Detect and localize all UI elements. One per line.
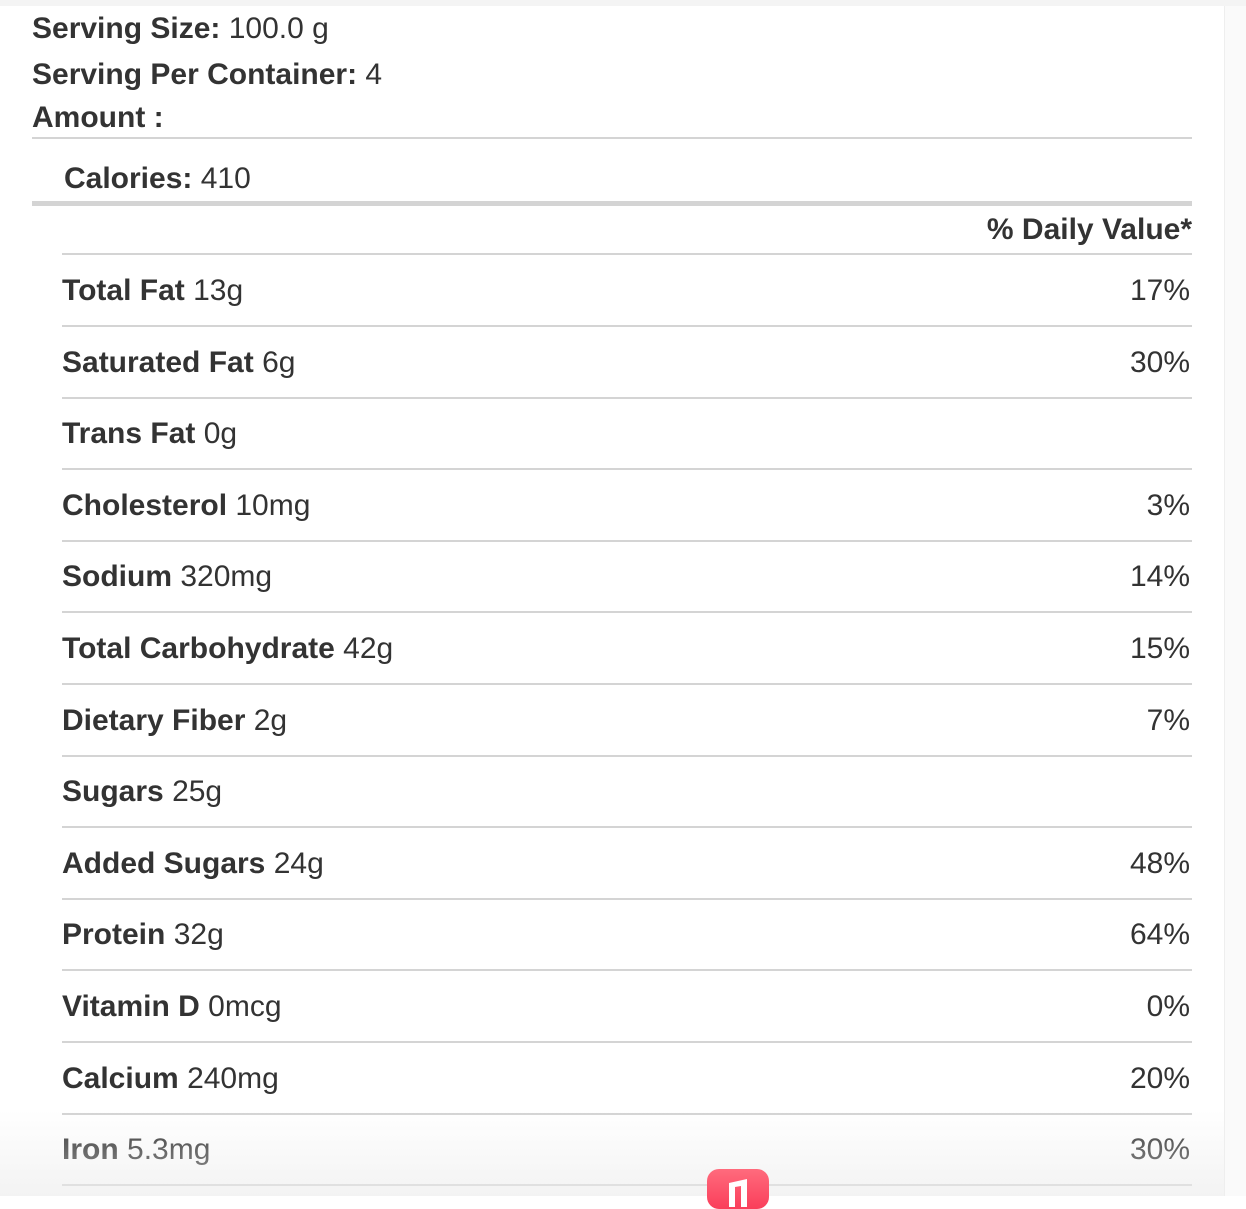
- nutrient-name: Sugars: [62, 775, 164, 809]
- nutrient-label: Protein 32g: [62, 918, 224, 952]
- serving-size-value: 100.0 g: [228, 12, 329, 45]
- nutrient-name: Sodium: [62, 560, 172, 594]
- nutrient-row: Iron 5.3mg 30%: [62, 1115, 1192, 1187]
- nutrient-name: Saturated Fat: [62, 345, 254, 379]
- nutrient-daily-value: 17%: [1129, 274, 1190, 307]
- nutrient-label: Sugars 25g: [62, 775, 222, 809]
- nutrient-row: Vitamin D 0mcg 0%: [62, 972, 1192, 1043]
- calories: Calories: 410: [64, 162, 251, 196]
- nutrient-amount: 32g: [173, 918, 224, 952]
- nutrient-amount: 25g: [172, 775, 223, 809]
- nutrient-row: Sugars 25g: [62, 757, 1192, 829]
- nutrient-name: Total Carbohydrate: [62, 632, 335, 665]
- nutrient-label: Cholesterol 10mg: [62, 489, 310, 523]
- nutrient-amount: 2g: [253, 703, 288, 737]
- nutrient-name: Trans Fat: [62, 417, 196, 451]
- nutrient-label: Saturated Fat 6g: [62, 346, 295, 380]
- nutrient-label: Calcium 240mg: [62, 1062, 279, 1096]
- nutrient-daily-value: 7%: [1146, 703, 1190, 737]
- nutrient-label: Vitamin D 0mcg: [62, 990, 282, 1024]
- nutrient-daily-value: 30%: [1129, 1133, 1190, 1167]
- nutrient-daily-value: 3%: [1146, 488, 1190, 522]
- nutrient-label: Trans Fat 0g: [62, 417, 237, 451]
- nutrient-row: Total Fat 13g 17%: [62, 256, 1192, 327]
- servings-value: 4: [365, 58, 383, 91]
- nutrient-amount: 0g: [203, 417, 238, 451]
- nutrient-row: Calcium 240mg 20%: [62, 1044, 1192, 1115]
- nutrient-amount: 0mcg: [208, 990, 282, 1023]
- servings-per-container: Serving Per Container: 4: [32, 58, 382, 92]
- nutrient-row: Cholesterol 10mg 3%: [62, 471, 1192, 542]
- serving-size: Serving Size: 100.0 g: [32, 12, 329, 46]
- nutrient-row: Sodium 320mg 14%: [62, 542, 1192, 614]
- amount-label: Amount :: [32, 101, 164, 134]
- daily-value-header: % Daily Value*: [986, 213, 1192, 246]
- nutrient-row: Saturated Fat 6g 30%: [62, 328, 1192, 399]
- nutrient-label: Total Fat 13g: [62, 274, 243, 308]
- nutrient-name: Protein: [62, 918, 166, 952]
- nutrient-name: Vitamin D: [62, 990, 200, 1023]
- nutrient-row: Added Sugars 24g 48%: [62, 829, 1192, 900]
- nutrient-amount: 24g: [273, 846, 324, 880]
- thick-divider: [32, 201, 1192, 206]
- music-app-icon[interactable]: [707, 1169, 769, 1209]
- nutrient-row: Trans Fat 0g: [62, 399, 1192, 471]
- nutrient-daily-value: 64%: [1129, 918, 1190, 952]
- nutrient-amount: 240mg: [187, 1061, 279, 1095]
- nutrient-label: Added Sugars 24g: [62, 847, 324, 881]
- nutrient-daily-value: 15%: [1129, 632, 1190, 665]
- nutrient-amount: 42g: [343, 632, 394, 665]
- divider: [32, 137, 1192, 139]
- serving-size-label: Serving Size:: [32, 12, 221, 45]
- nutrient-row: Total Carbohydrate 42g 15%: [62, 614, 1192, 685]
- nutrient-label: Iron 5.3mg: [62, 1133, 210, 1167]
- music-note-icon: [729, 1179, 747, 1207]
- nutrient-name: Added Sugars: [62, 846, 266, 880]
- nutrient-label: Dietary Fiber 2g: [62, 704, 287, 738]
- window-top-bar: [0, 0, 1246, 6]
- nutrient-daily-value: 20%: [1129, 1061, 1190, 1095]
- nutrient-name: Iron: [62, 1133, 119, 1167]
- nutrient-daily-value: 48%: [1129, 846, 1190, 880]
- nutrient-amount: 5.3mg: [127, 1133, 211, 1167]
- calories-label: Calories:: [64, 162, 193, 195]
- nutrient-name: Total Fat: [62, 274, 185, 307]
- nutrient-label: Sodium 320mg: [62, 560, 272, 594]
- servings-label: Serving Per Container:: [32, 58, 358, 91]
- nutrient-amount: 6g: [262, 345, 296, 379]
- nutrient-daily-value: 30%: [1129, 345, 1190, 379]
- nutrient-row: Protein 32g 64%: [62, 900, 1192, 972]
- amount-heading: Amount :: [32, 101, 164, 135]
- divider: [62, 253, 1192, 255]
- calories-value: 410: [200, 162, 251, 195]
- nutrient-amount: 320mg: [180, 560, 273, 594]
- nutrient-name: Cholesterol: [62, 488, 228, 522]
- nutrient-daily-value: 14%: [1129, 560, 1190, 594]
- nutrient-amount: 13g: [193, 274, 244, 307]
- nutrient-name: Dietary Fiber: [62, 703, 246, 737]
- nutrient-row: Dietary Fiber 2g 7%: [62, 686, 1192, 757]
- nutrient-label: Total Carbohydrate 42g: [62, 632, 393, 666]
- nutrient-name: Calcium: [62, 1061, 179, 1095]
- nutrient-amount: 10mg: [235, 488, 311, 522]
- scrollbar-track[interactable]: [1224, 6, 1246, 1196]
- nutrient-daily-value: 0%: [1146, 990, 1190, 1023]
